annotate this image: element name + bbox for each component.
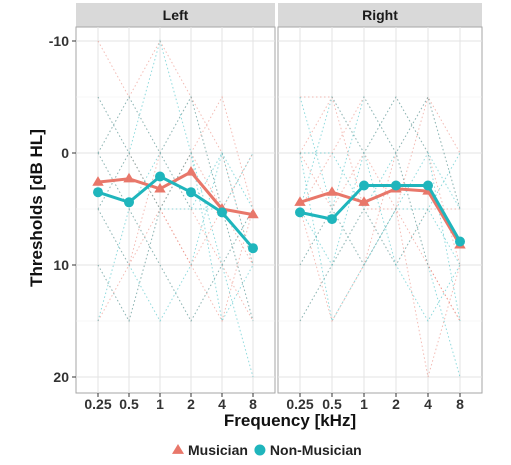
x-tick-label: 4 (218, 396, 226, 412)
x-tick-label: 8 (249, 396, 257, 412)
series-line-musician (299, 187, 462, 246)
y-axis-title: Thresholds [dB HL] (27, 129, 46, 287)
point-non-musician (455, 236, 465, 247)
point-musician (185, 166, 197, 176)
series-line-non-musician (299, 184, 462, 243)
point-non-musician (327, 214, 337, 225)
individual-trace (299, 95, 461, 267)
point-non-musician (124, 197, 134, 208)
y-axis-ticks: -10 0 10 20 (49, 33, 76, 385)
point-non-musician (423, 180, 433, 191)
x-tick-label: 1 (156, 396, 164, 412)
point-non-musician (217, 207, 227, 218)
plot-background (277, 26, 483, 394)
y-tick-label: 0 (61, 145, 69, 161)
x-tick-label: 0.5 (119, 396, 139, 412)
x-tick-label: 2 (187, 396, 195, 412)
legend-key-non-musician (254, 444, 266, 456)
x-tick-label: 0.25 (286, 396, 313, 412)
series-line-musician (97, 170, 254, 217)
panel-right: Right 0.25 0.5 1 2 4 8 (277, 3, 483, 412)
individual-trace (97, 95, 254, 322)
individual-trace (97, 151, 254, 323)
x-tick-label: 0.25 (84, 396, 111, 412)
point-musician (358, 196, 370, 206)
strip-label: Left (163, 7, 189, 23)
point-non-musician (93, 187, 103, 198)
x-axis-title: Frequency [kHz] (224, 411, 356, 430)
point-musician (294, 196, 306, 206)
facet-panels: Left 0.25 0.5 1 2 4 8 Right 0.25 0.5 1 2 4 8 (75, 3, 483, 412)
plot-background (75, 26, 276, 394)
point-non-musician (155, 171, 165, 182)
legend-key-musician (172, 444, 184, 454)
point-non-musician (186, 187, 196, 198)
series-line-non-musician (97, 175, 255, 250)
y-tick-label: 10 (53, 257, 69, 273)
individual-trace (97, 151, 254, 323)
x-tick-label: 2 (392, 396, 400, 412)
x-tick-label: 8 (456, 396, 464, 412)
point-non-musician (391, 180, 401, 191)
x-tick-label: 4 (424, 396, 432, 412)
point-musician (326, 186, 338, 196)
legend-label-non-musician: Non-Musician (270, 442, 362, 458)
point-musician (247, 208, 259, 219)
strip-background (76, 3, 275, 27)
strip-label: Right (362, 7, 398, 23)
point-non-musician (359, 180, 369, 191)
individual-trace (299, 95, 461, 378)
point-musician (154, 182, 166, 193)
individual-trace (299, 95, 461, 322)
strip-background (278, 3, 482, 27)
x-tick-label: 1 (360, 396, 368, 412)
x-tick-label: 0.5 (322, 396, 342, 412)
individual-trace (299, 208, 461, 378)
individual-trace (97, 39, 254, 378)
panel-left: Left 0.25 0.5 1 2 4 8 (75, 3, 276, 412)
point-musician (92, 176, 104, 186)
point-musician (123, 172, 135, 183)
point-non-musician (295, 207, 305, 218)
y-tick-label: -10 (49, 33, 69, 49)
point-non-musician (248, 243, 258, 254)
legend: Musician Non-Musician (172, 442, 362, 458)
y-tick-label: 20 (53, 369, 69, 385)
legend-label-musician: Musician (188, 442, 248, 458)
